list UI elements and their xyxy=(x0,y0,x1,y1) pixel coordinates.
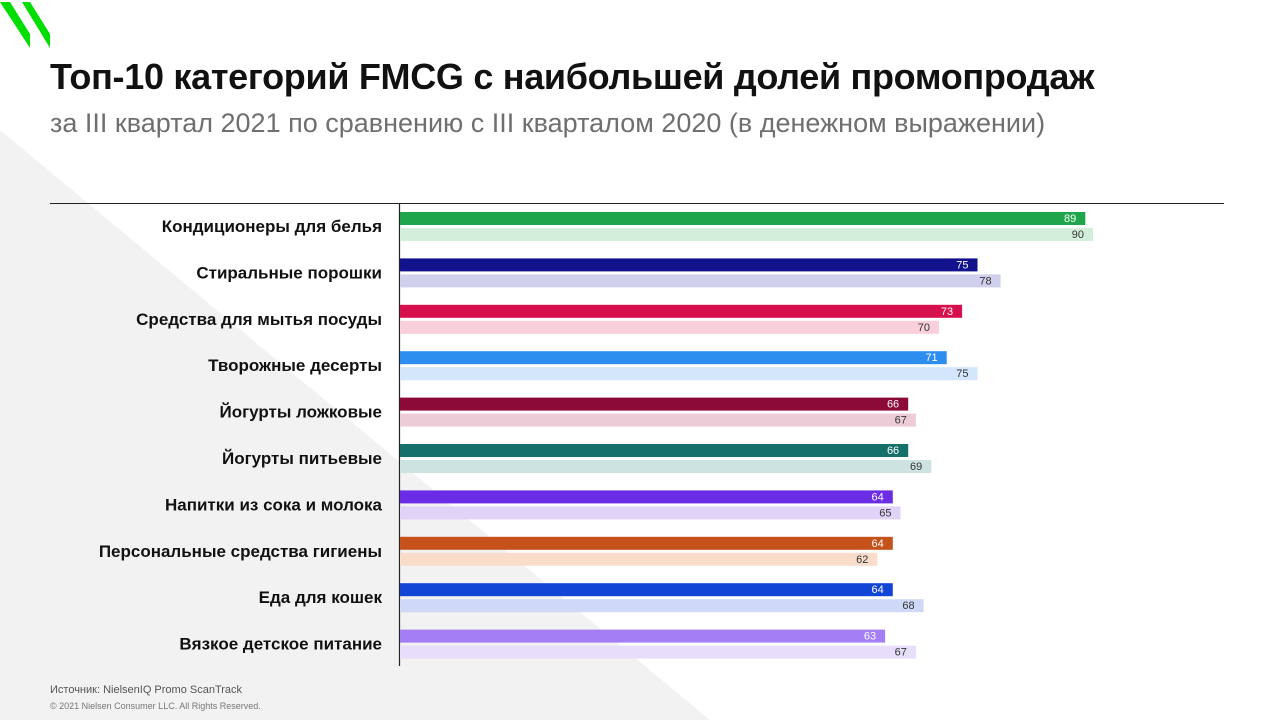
value-label: 73 xyxy=(941,306,953,318)
source-note: Источник: NielsenIQ Promo ScanTrack xyxy=(50,684,243,696)
bar-q3-2020 xyxy=(400,460,932,473)
category-label: Еда для кошек xyxy=(259,588,383,607)
bar-q3-2021 xyxy=(400,258,978,272)
bar-q3-2020 xyxy=(400,367,978,381)
value-label: 64 xyxy=(872,538,884,550)
bar-q3-2020 xyxy=(400,645,916,659)
bar-q3-2020 xyxy=(400,599,924,613)
value-label: 68 xyxy=(902,600,914,612)
bar-q3-2021 xyxy=(400,583,893,597)
value-label: 66 xyxy=(887,399,899,411)
bar-q3-2021 xyxy=(400,444,909,457)
bar-q3-2020 xyxy=(400,506,901,520)
category-label: Средства для мытья посуды xyxy=(136,310,382,329)
value-label: 64 xyxy=(872,491,884,503)
value-label: 90 xyxy=(1072,229,1084,241)
value-label: 70 xyxy=(918,322,930,334)
bar-q3-2020 xyxy=(400,274,1001,288)
value-label: 75 xyxy=(956,259,968,271)
bar-q3-2021 xyxy=(400,536,893,550)
category-label: Стиральные порошки xyxy=(196,263,382,282)
bar-q3-2020 xyxy=(400,320,939,334)
value-label: 71 xyxy=(925,352,937,364)
category-label: Кондиционеры для белья xyxy=(162,217,382,236)
value-label: 67 xyxy=(895,415,907,427)
bar-q3-2021 xyxy=(400,351,947,365)
copyright-note: © 2021 Nielsen Consumer LLC. All Rights … xyxy=(50,701,261,711)
value-label: 67 xyxy=(895,647,907,659)
bar-q3-2021 xyxy=(400,304,963,318)
category-label: Творожные десерты xyxy=(208,356,382,375)
category-label: Напитки из сока и молока xyxy=(165,495,383,514)
nielseniq-logo-icon xyxy=(0,2,50,48)
bar-q3-2021 xyxy=(400,629,886,643)
value-label: 65 xyxy=(879,507,891,519)
bar-q3-2020 xyxy=(400,413,916,427)
value-label: 66 xyxy=(887,445,899,457)
page-title: Топ-10 категорий FMCG с наибольшей долей… xyxy=(50,56,1095,97)
page-subtitle: за III квартал 2021 по сравнению с III к… xyxy=(50,108,1046,138)
category-label: Йогурты питьевые xyxy=(222,449,382,468)
bar-q3-2021 xyxy=(400,397,909,411)
value-label: 63 xyxy=(864,631,876,643)
value-label: 89 xyxy=(1064,213,1076,225)
category-label: Йогурты ложковые xyxy=(219,403,382,422)
bar-q3-2020 xyxy=(400,552,878,566)
category-label: Персональные средства гигиены xyxy=(99,542,382,561)
bar-q3-2021 xyxy=(400,490,893,504)
value-label: 69 xyxy=(910,461,922,473)
value-label: 64 xyxy=(872,584,884,596)
bar-q3-2021 xyxy=(400,212,1086,225)
value-label: 62 xyxy=(856,554,868,566)
value-label: 75 xyxy=(956,368,968,380)
category-label: Вязкое детское питание xyxy=(179,635,382,654)
bar-q3-2020 xyxy=(400,228,1093,241)
value-label: 78 xyxy=(979,275,991,287)
